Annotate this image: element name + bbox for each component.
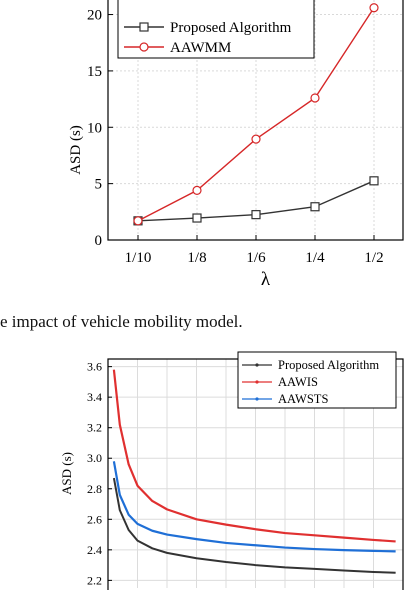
x-axis-label: λ	[261, 269, 271, 290]
data-point	[310, 93, 320, 103]
legend-label: Proposed Algorithm	[278, 358, 379, 372]
y-axis-label: ASD (s)	[68, 125, 84, 175]
y-tick-label: 0	[95, 233, 103, 249]
data-point	[251, 210, 261, 220]
legend-label: AAWSTS	[278, 392, 328, 406]
series-line-3	[112, 461, 396, 553]
y-tick-label: 2.2	[87, 573, 102, 587]
x-tick-label: 1/6	[246, 250, 266, 266]
legend-label: AAWMM	[170, 40, 231, 56]
y-tick-label: 5	[95, 177, 103, 193]
data-point	[192, 213, 202, 223]
y-tick-label: 10	[87, 120, 102, 136]
legend-marker	[255, 363, 259, 367]
y-tick-label: 15	[87, 64, 102, 80]
chart-asd-curves: 2.2 2.4 2.6 2.8 3.0 3.2 3.4 3.6 ASD (s) Proposed …	[59, 351, 404, 590]
y-tick-label: 3.6	[87, 360, 102, 374]
data-point	[369, 3, 379, 13]
y-tick-label: 20	[87, 8, 102, 24]
legend-marker	[255, 380, 259, 384]
x-tick-label: 1/10	[125, 250, 152, 266]
y-tick-label: 3.2	[87, 421, 102, 435]
data-point	[133, 216, 143, 226]
y-tick-label: 3.4	[87, 390, 102, 404]
legend-marker	[139, 22, 149, 32]
x-tick-label: 1/8	[187, 250, 206, 266]
legend-marker	[255, 397, 259, 401]
y-tick-label: 2.6	[87, 512, 102, 526]
figure-caption: e impact of vehicle mobility model.	[0, 312, 243, 331]
data-point	[251, 134, 261, 144]
data-point	[369, 176, 379, 186]
chart-vehicle-mobility: 0 5 10 15 20 1/10 1/8 1/6 1/4 1/2 λ ASD (s) Proposed…	[68, 0, 404, 290]
data-point	[310, 202, 320, 212]
legend-marker	[139, 42, 149, 52]
series-line-2	[112, 369, 396, 543]
y-axis-label: ASD (s)	[59, 452, 74, 495]
legend-box	[117, 0, 315, 59]
data-point	[192, 185, 202, 195]
legend-label: AAWIS	[278, 375, 318, 389]
x-tick-label: 1/4	[305, 250, 325, 266]
y-tick-label: 2.4	[87, 543, 102, 557]
y-tick-label: 2.8	[87, 482, 102, 496]
legend-label: Proposed Algorithm	[170, 20, 292, 36]
x-tick-label: 1/2	[364, 250, 383, 266]
series-line-1	[112, 477, 396, 574]
y-tick-label: 3.0	[87, 451, 102, 465]
